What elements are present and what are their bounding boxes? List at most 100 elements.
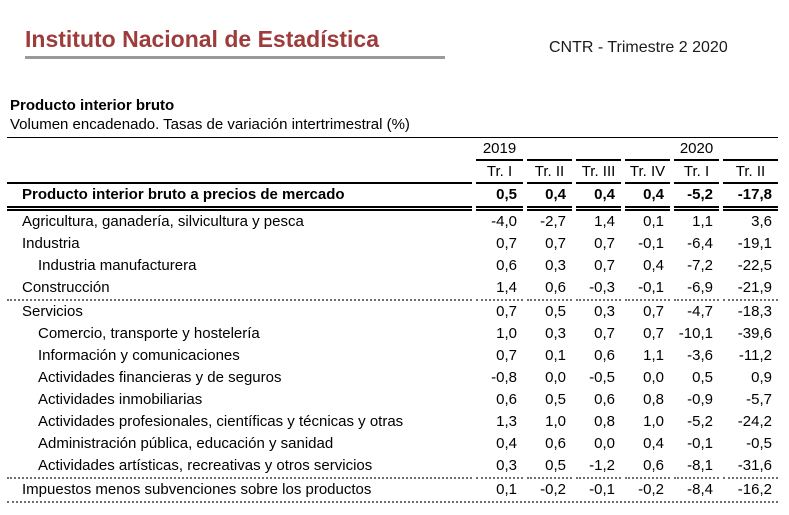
value-cell: -17,8: [723, 184, 778, 211]
value-cell: 0,0: [545, 369, 566, 386]
value-cell: 0,0: [643, 369, 664, 386]
row-label: Industria manufacturera: [38, 257, 197, 274]
value-cell: -0,2: [540, 481, 566, 498]
value-cell: -0,2: [638, 481, 664, 498]
table-row: Actividades inmobiliarias 0,6 0,5 0,6 0,8 -0,…: [7, 389, 778, 411]
table-bottom-rule: [7, 501, 778, 503]
ine-logo-text: Instituto Nacional de Estadística: [25, 26, 380, 52]
value-cell: -39,6: [737, 325, 772, 342]
value-cell: -0,1: [589, 481, 615, 498]
table-year-row: 2019 2020: [7, 138, 778, 161]
value-cell: -4,7: [687, 303, 713, 320]
value-cell: 0,0: [594, 435, 615, 452]
row-label: Administración pública, educación y sani…: [38, 435, 334, 452]
value-cell: -24,2: [737, 413, 772, 430]
value-cell: 0,1: [496, 481, 517, 498]
value-cell: 0,3: [476, 455, 523, 479]
year-cell-empty: [576, 138, 621, 161]
ine-logo-rule: [25, 56, 445, 59]
value-cell: 0,5: [527, 455, 572, 479]
value-cell: 0,3: [545, 257, 566, 274]
year-cell-empty: [723, 138, 778, 161]
value-cell: -0,1: [625, 277, 670, 301]
table-body: Producto interior bruto a precios de mer…: [7, 184, 778, 501]
section-subtitle: Volumen encadenado. Tasas de variación i…: [10, 116, 410, 133]
value-cell: -2,7: [540, 213, 566, 230]
quarter-header-cell: Tr. I: [476, 161, 523, 184]
year-cell-empty: [527, 138, 572, 161]
table-row: Impuestos menos subvenciones sobre los p…: [7, 479, 778, 501]
value-cell: 0,5: [692, 369, 713, 386]
year-row-spacer: [7, 140, 472, 161]
value-cell: 0,6: [496, 391, 517, 408]
row-label: Servicios: [22, 303, 83, 320]
table-row: Información y comunicaciones 0,7 0,1 0,6 1,1…: [7, 345, 778, 367]
value-cell: 0,6: [496, 257, 517, 274]
value-cell: -21,9: [723, 277, 778, 301]
value-cell: -5,2: [687, 413, 713, 430]
value-cell: 0,4: [643, 257, 664, 274]
row-label: Actividades artísticas, recreativas y ot…: [7, 455, 472, 479]
value-cell: 0,4: [625, 184, 670, 211]
value-cell: 0,4: [527, 184, 572, 211]
value-cell: 0,7: [496, 235, 517, 252]
table-row: Actividades financieras y de seguros -0,8…: [7, 367, 778, 389]
quarter-header-cell: Tr. I: [674, 161, 719, 184]
value-cell: 0,1: [643, 213, 664, 230]
value-cell: -0,8: [491, 369, 517, 386]
value-cell: 0,7: [643, 303, 664, 320]
value-cell: -5,2: [674, 184, 719, 211]
row-label: Comercio, transporte y hostelería: [38, 325, 260, 342]
value-cell: -0,1: [687, 435, 713, 452]
row-label: Actividades financieras y de seguros: [38, 369, 282, 386]
value-cell: -19,1: [737, 235, 772, 252]
value-cell: -1,2: [576, 455, 621, 479]
value-cell: 0,7: [594, 257, 615, 274]
value-cell: 1,0: [545, 413, 566, 430]
value-cell: 0,7: [496, 303, 517, 320]
value-cell: -7,2: [687, 257, 713, 274]
value-cell: 0,6: [545, 435, 566, 452]
quarter-header-cell: Tr. II: [527, 161, 572, 184]
value-cell: 1,4: [476, 277, 523, 301]
value-cell: 0,8: [643, 391, 664, 408]
value-cell: 0,9: [751, 369, 772, 386]
value-cell: -8,1: [674, 455, 719, 479]
quarter-header-cell: Tr. II: [723, 161, 778, 184]
quarter-header-cell: Tr. IV: [625, 161, 670, 184]
section-title: Producto interior bruto: [10, 97, 175, 114]
table-row: Industria 0,7 0,7 0,7 -0,1 -6,4 -19,1: [7, 233, 778, 255]
table-row: Construcción 1,4 0,6 -0,3 -0,1 -6,9 -21,9: [7, 277, 778, 301]
value-cell: 0,4: [643, 435, 664, 452]
value-cell: -0,9: [687, 391, 713, 408]
value-cell: 0,7: [496, 347, 517, 364]
table-row: Comercio, transporte y hostelería 1,0 0,3 0…: [7, 323, 778, 345]
value-cell: 3,6: [751, 213, 772, 230]
value-cell: -10,1: [678, 325, 713, 342]
value-cell: 0,5: [476, 184, 523, 211]
table-row: Industria manufacturera 0,6 0,3 0,7 0,4 -7,2 -…: [7, 255, 778, 277]
value-cell: 0,5: [545, 303, 566, 320]
value-cell: 1,0: [643, 413, 664, 430]
value-cell: 1,0: [496, 325, 517, 342]
value-cell: 0,3: [545, 325, 566, 342]
row-label: Producto interior bruto a precios de mer…: [7, 184, 472, 211]
value-cell: -6,9: [674, 277, 719, 301]
value-cell: 0,6: [594, 391, 615, 408]
table-row: Actividades profesionales, científicas y…: [7, 411, 778, 433]
value-cell: 0,6: [625, 455, 670, 479]
value-cell: 1,1: [643, 347, 664, 364]
value-cell: 0,3: [594, 303, 615, 320]
table-row: Actividades artísticas, recreativas y ot…: [7, 455, 778, 479]
value-cell: 0,7: [594, 235, 615, 252]
table-quarter-row: Tr. I Tr. II Tr. III Tr. IV Tr. I Tr. II: [7, 161, 778, 184]
value-cell: -0,5: [589, 369, 615, 386]
value-cell: -11,2: [738, 347, 772, 364]
quarter-row-spacer: [7, 161, 472, 184]
year-label: 2019: [476, 138, 523, 161]
quarter-header-cell: Tr. III: [576, 161, 621, 184]
value-cell: -5,7: [746, 391, 772, 408]
row-label: Actividades profesionales, científicas y…: [38, 413, 404, 430]
value-cell: -31,6: [723, 455, 778, 479]
